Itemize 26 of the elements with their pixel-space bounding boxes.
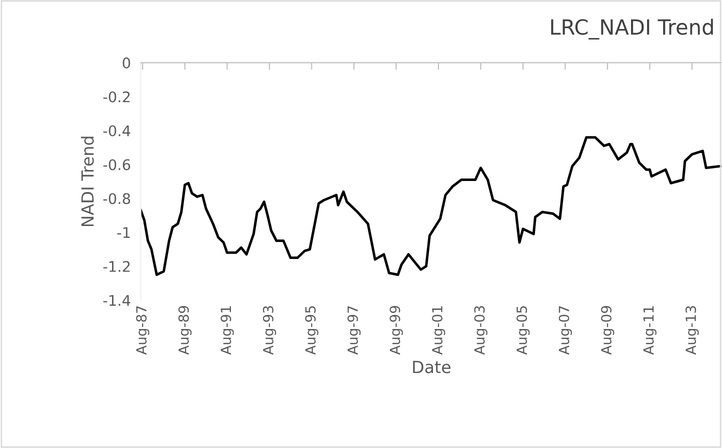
- x-tick-label: Aug-89: [178, 306, 192, 355]
- x-tick-label: Aug-97: [347, 306, 361, 355]
- x-axis-title: Date: [413, 360, 450, 374]
- y-axis-title: NADI Trend: [80, 136, 94, 226]
- x-tick-label: Aug-05: [516, 306, 530, 355]
- x-tick-label: Aug-07: [558, 306, 572, 355]
- y-tick-label: -0.4: [103, 125, 130, 136]
- x-tick-label: Aug-13: [686, 306, 699, 355]
- x-tick-label: Aug-09: [601, 306, 614, 355]
- y-tick-label: -0.6: [103, 159, 130, 170]
- y-tick-label: -0.2: [103, 91, 130, 102]
- chart-title: LRC_NADI Trend: [551, 18, 713, 40]
- y-tick-label: -0.8: [103, 193, 130, 204]
- y-tick-label: -1: [117, 227, 130, 238]
- x-tick-label: Aug-03: [474, 306, 488, 355]
- x-tick-label: Aug-87: [136, 306, 150, 355]
- x-tick-label: Aug-91: [220, 306, 234, 355]
- x-tick-label: Aug-11: [643, 306, 656, 355]
- y-tick-label: -1.2: [103, 260, 130, 272]
- line-series: [140, 136, 722, 276]
- x-tick-label: Aug-95: [305, 306, 318, 355]
- y-tick-label: 0: [122, 57, 130, 68]
- x-tick-label: Aug-01: [432, 306, 446, 355]
- x-tick-label: Aug-93: [262, 306, 276, 355]
- x-tick-label: Aug-99: [390, 306, 403, 355]
- y-tick-label: -1.4: [103, 295, 130, 306]
